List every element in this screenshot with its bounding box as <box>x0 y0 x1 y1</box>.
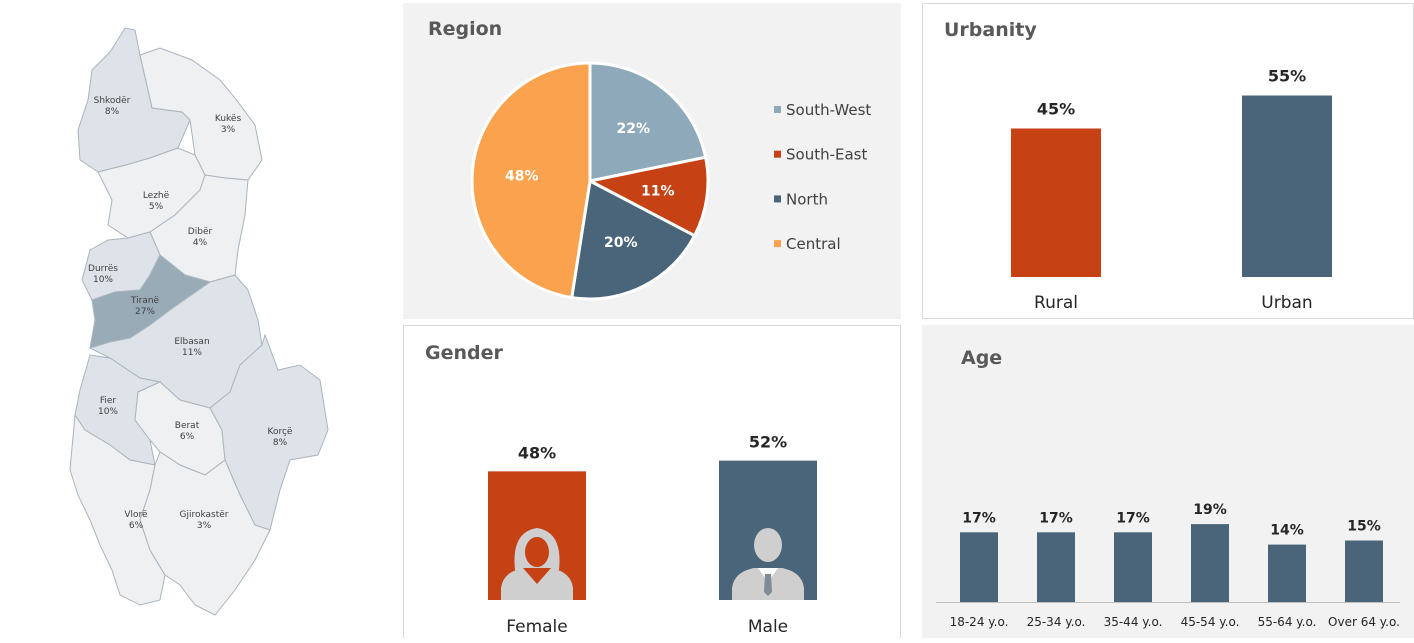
age-data-label: 17% <box>1039 510 1073 526</box>
urbanity-data-label: 55% <box>1268 67 1306 86</box>
age-bar-chart: 17% 18-24 y.o. 17% 25-34 y.o. 17% 35-44 y.o. 1… <box>936 502 1400 629</box>
map-label-name: Tiranë <box>130 296 160 306</box>
age-category-label: 18-24 y.o. <box>950 615 1009 629</box>
pie-slice-south-west <box>588 61 708 183</box>
map-label-value: 5% <box>149 202 164 212</box>
urbanity-category-label: Urban <box>1261 293 1312 313</box>
map-label-value: 6% <box>180 432 195 442</box>
map-label-value: 8% <box>273 438 288 448</box>
urbanity-data-label: 45% <box>1037 100 1075 119</box>
map-label-name: Lezhë <box>143 191 170 201</box>
pie-slice-south-east <box>585 155 710 238</box>
map-label-name: Korçë <box>268 427 293 437</box>
map-label-value: 11% <box>182 348 202 358</box>
map-label-value: 3% <box>221 125 236 135</box>
map-label-value: 3% <box>197 521 212 531</box>
pie-data-label: 48% <box>505 169 539 185</box>
age-data-label: 17% <box>962 510 996 526</box>
map-label-name: Vlorë <box>124 510 148 520</box>
legend-swatch <box>774 240 781 248</box>
legend-label: South-West <box>786 101 871 119</box>
age-data-label: 17% <box>1116 510 1150 526</box>
map-label-name: Dibër <box>188 227 213 237</box>
map-district-korce <box>209 333 329 531</box>
pie-slice-central <box>470 61 592 300</box>
map-label-value: 27% <box>135 307 155 317</box>
age-bar <box>1037 532 1075 602</box>
albania-map-panel: Shkodër 8% Kukës 3% Lezhë 5% Dibër 4% Durrës 10% T… <box>0 0 395 638</box>
age-category-label: 35-44 y.o. <box>1104 615 1163 629</box>
female-person-icon <box>501 528 573 600</box>
age-category-label: Over 64 y.o. <box>1328 615 1400 629</box>
region-panel: Region 22% 11% 20% 48% South-West South-East N… <box>403 3 901 319</box>
age-category-label: 25-34 y.o. <box>1027 615 1086 629</box>
map-label-value: 10% <box>98 407 118 417</box>
male-person-icon <box>732 528 804 600</box>
age-category-label: 45-54 y.o. <box>1181 615 1240 629</box>
map-label-value: 6% <box>129 521 144 531</box>
map-label-name: Durrës <box>88 264 118 274</box>
age-category-label: 55-64 y.o. <box>1258 615 1317 629</box>
legend-swatch <box>774 150 781 158</box>
age-data-label: 15% <box>1347 519 1381 535</box>
urbanity-bar-chart: 45% Rural 55% Urban <box>1011 67 1332 313</box>
gender-data-label: 52% <box>749 433 787 452</box>
gender-category-label: Male <box>748 617 788 637</box>
map-label-name: Shkodër <box>94 96 131 106</box>
age-bar <box>1191 524 1229 602</box>
map-label-name: Berat <box>175 421 200 431</box>
age-bar <box>1345 540 1383 602</box>
legend-swatch <box>774 106 781 113</box>
legend-label: South-East <box>786 146 867 164</box>
age-bar <box>960 532 998 602</box>
age-bar <box>1114 532 1152 602</box>
urbanity-category-label: Rural <box>1034 293 1078 313</box>
age-data-label: 19% <box>1193 502 1227 518</box>
urbanity-panel: Urbanity 45% Rural 55% Urban <box>922 3 1414 319</box>
map-district-vlore <box>69 413 166 606</box>
map-label-name: Gjirokastër <box>179 510 228 520</box>
age-title: Age <box>961 347 1003 369</box>
pie-data-label: 22% <box>617 121 651 137</box>
map-label-name: Elbasan <box>174 337 209 347</box>
age-data-label: 14% <box>1270 523 1304 539</box>
map-label-name: Kukës <box>215 114 242 124</box>
gender-panel: Gender 48% Female 52% Male <box>403 325 901 638</box>
age-bar <box>1268 544 1306 602</box>
legend-label: North <box>786 190 828 208</box>
pie-data-label: 11% <box>641 184 675 200</box>
urbanity-title: Urbanity <box>944 19 1037 41</box>
urbanity-bar-rural <box>1011 128 1101 277</box>
legend-swatch <box>774 195 781 203</box>
map-district-gjirokaster <box>139 451 271 616</box>
gender-data-label: 48% <box>518 443 556 462</box>
age-panel: Age 17% 18-24 y.o. 17% 25-34 y.o. 17% 35-44 y… <box>922 325 1414 638</box>
legend-label: Central <box>786 235 841 253</box>
pie-data-label: 20% <box>604 235 638 251</box>
region-pie-chart: 22% 11% 20% 48% South-West South-East North Cen… <box>470 61 871 301</box>
region-title: Region <box>428 18 503 40</box>
map-label-value: 10% <box>93 275 113 285</box>
pie-slice-north <box>570 178 697 301</box>
map-label-value: 4% <box>193 238 208 248</box>
urbanity-bar-urban <box>1242 95 1332 277</box>
albania-map: Shkodër8%Kukës3%Lezhë5%Dibër4%Durrës10%T… <box>69 27 329 616</box>
gender-category-label: Female <box>506 617 567 637</box>
gender-title: Gender <box>425 342 503 364</box>
map-label-name: Fier <box>100 396 117 406</box>
gender-bar-chart: 48% Female 52% Male <box>488 433 817 637</box>
map-label-value: 8% <box>105 107 120 117</box>
